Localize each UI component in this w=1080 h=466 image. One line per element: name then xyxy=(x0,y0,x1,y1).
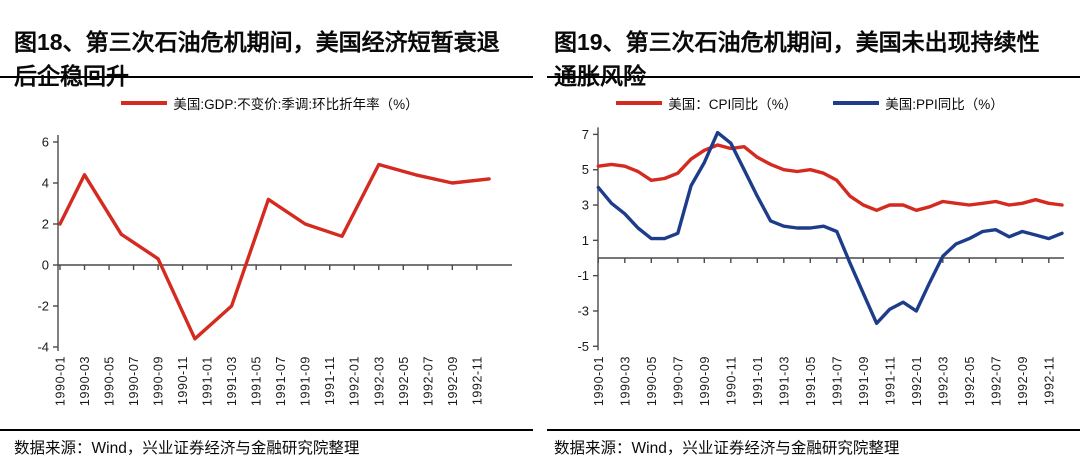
figure-18-source: 数据来源：Wind，兴业证券经济与金融研究院整理 xyxy=(14,440,360,457)
figure-18-title: 图18、第三次石油危机期间，美国经济短暂衰退 后企稳回升 xyxy=(14,25,526,93)
y-tick-label: 4 xyxy=(42,176,49,191)
y-tick-label: 3 xyxy=(582,198,589,213)
x-tick-label: 1992-03 xyxy=(936,356,950,406)
x-tick-label: 1991-11 xyxy=(323,356,337,405)
figure-18-title-line1: 图18、第三次石油危机期间，美国经济短暂衰退 xyxy=(14,29,500,56)
y-tick-label: 0 xyxy=(42,258,49,273)
x-tick-label: 1991-01 xyxy=(751,356,765,406)
y-tick-label: 6 xyxy=(42,135,49,150)
figure-19-legend: 美国：CPI同比（%） 美国:PPI同比（%） xyxy=(540,93,1080,113)
x-tick-label: 1991-07 xyxy=(274,356,288,406)
x-tick-label: 1992-01 xyxy=(348,356,362,406)
x-tick-label: 1992-09 xyxy=(1016,356,1030,406)
x-tick-label: 1991-05 xyxy=(804,356,818,406)
figure-18-panel: 图18、第三次石油危机期间，美国经济短暂衰退 后企稳回升 美国:GDP:不变价:季… xyxy=(0,25,540,457)
y-tick-label: -2 xyxy=(37,299,49,314)
x-tick-label: 1992-05 xyxy=(963,356,977,406)
series-line xyxy=(596,143,1064,213)
x-tick-label: 1990-01 xyxy=(592,356,606,406)
x-tick-label: 1992-01 xyxy=(910,356,924,406)
title-divider xyxy=(0,76,533,78)
x-tick-label: 1990-03 xyxy=(618,356,632,406)
legend-label: 美国：CPI同比（%） xyxy=(668,97,798,112)
figure-19-panel: 图19、第三次石油危机期间，美国未出现持续性 通胀风险 美国：CPI同比（%） 美国… xyxy=(540,0,1080,466)
x-tick-label: 1992-11 xyxy=(1042,356,1056,405)
x-tick-label: 1992-09 xyxy=(446,356,460,406)
series-line xyxy=(58,162,491,341)
title-divider xyxy=(547,76,1080,78)
y-tick-label: -5 xyxy=(577,339,589,354)
figure-19-title: 图19、第三次石油危机期间，美国未出现持续性 通胀风险 xyxy=(554,25,1066,93)
legend-item: 美国:GDP:不变价:季调:环比折年率（%） xyxy=(121,93,419,113)
y-tick-label: -4 xyxy=(37,340,49,355)
legend-item: 美国:PPI同比（%） xyxy=(833,93,1004,113)
legend-line-sample xyxy=(616,101,663,105)
source-divider xyxy=(0,429,533,431)
x-tick-label: 1991-01 xyxy=(201,356,215,406)
x-tick-label: 1992-07 xyxy=(421,356,435,406)
x-tick-label: 1991-07 xyxy=(830,356,844,406)
legend-line-sample xyxy=(121,101,168,105)
x-tick-label: 1990-09 xyxy=(152,356,166,406)
y-tick-label: 5 xyxy=(582,162,589,177)
x-tick-label: 1991-03 xyxy=(777,356,791,406)
x-tick-label: 1990-01 xyxy=(54,356,68,406)
legend-label: 美国:GDP:不变价:季调:环比折年率（%） xyxy=(173,97,419,112)
x-tick-label: 1990-07 xyxy=(671,356,685,406)
y-tick-label: -3 xyxy=(577,303,589,318)
x-tick-label: 1991-09 xyxy=(857,356,871,406)
x-tick-label: 1992-03 xyxy=(372,356,386,406)
x-tick-label: 1991-11 xyxy=(883,356,897,405)
x-tick-label: 1991-05 xyxy=(250,356,264,406)
source-divider xyxy=(547,429,1080,431)
y-tick-label: -1 xyxy=(577,268,589,283)
x-tick-label: 1990-03 xyxy=(78,356,92,406)
legend-item: 美国：CPI同比（%） xyxy=(616,93,797,113)
x-tick-label: 1990-11 xyxy=(176,356,190,405)
y-tick-label: 1 xyxy=(582,233,589,248)
x-tick-label: 1992-07 xyxy=(989,356,1003,406)
x-tick-label: 1991-09 xyxy=(299,356,313,406)
x-tick-label: 1990-05 xyxy=(645,356,659,406)
x-tick-label: 1991-03 xyxy=(225,356,239,406)
figure-19-title-line1: 图19、第三次石油危机期间，美国未出现持续性 xyxy=(554,29,1040,56)
figure-19-source: 数据来源：Wind，兴业证券经济与金融研究院整理 xyxy=(554,440,900,457)
x-tick-label: 1990-09 xyxy=(698,356,712,406)
x-tick-label: 1990-11 xyxy=(724,356,738,405)
gdp-line-chart: 6 4 2 0 -2 -4 1990-01 1990-03 1990-05 1990-07 1990… xyxy=(37,135,512,406)
figure-18-legend: 美国:GDP:不变价:季调:环比折年率（%） xyxy=(0,93,540,113)
y-tick-label: 7 xyxy=(582,127,589,142)
series-line xyxy=(596,130,1064,326)
x-tick-label: 1992-05 xyxy=(397,356,411,406)
x-tick-label: 1990-07 xyxy=(127,356,141,406)
legend-line-sample xyxy=(833,101,880,105)
y-tick-label: 2 xyxy=(42,217,49,232)
legend-label: 美国:PPI同比（%） xyxy=(885,97,1004,112)
x-tick-label: 1992-11 xyxy=(470,356,484,405)
x-tick-label: 1990-05 xyxy=(103,356,117,406)
